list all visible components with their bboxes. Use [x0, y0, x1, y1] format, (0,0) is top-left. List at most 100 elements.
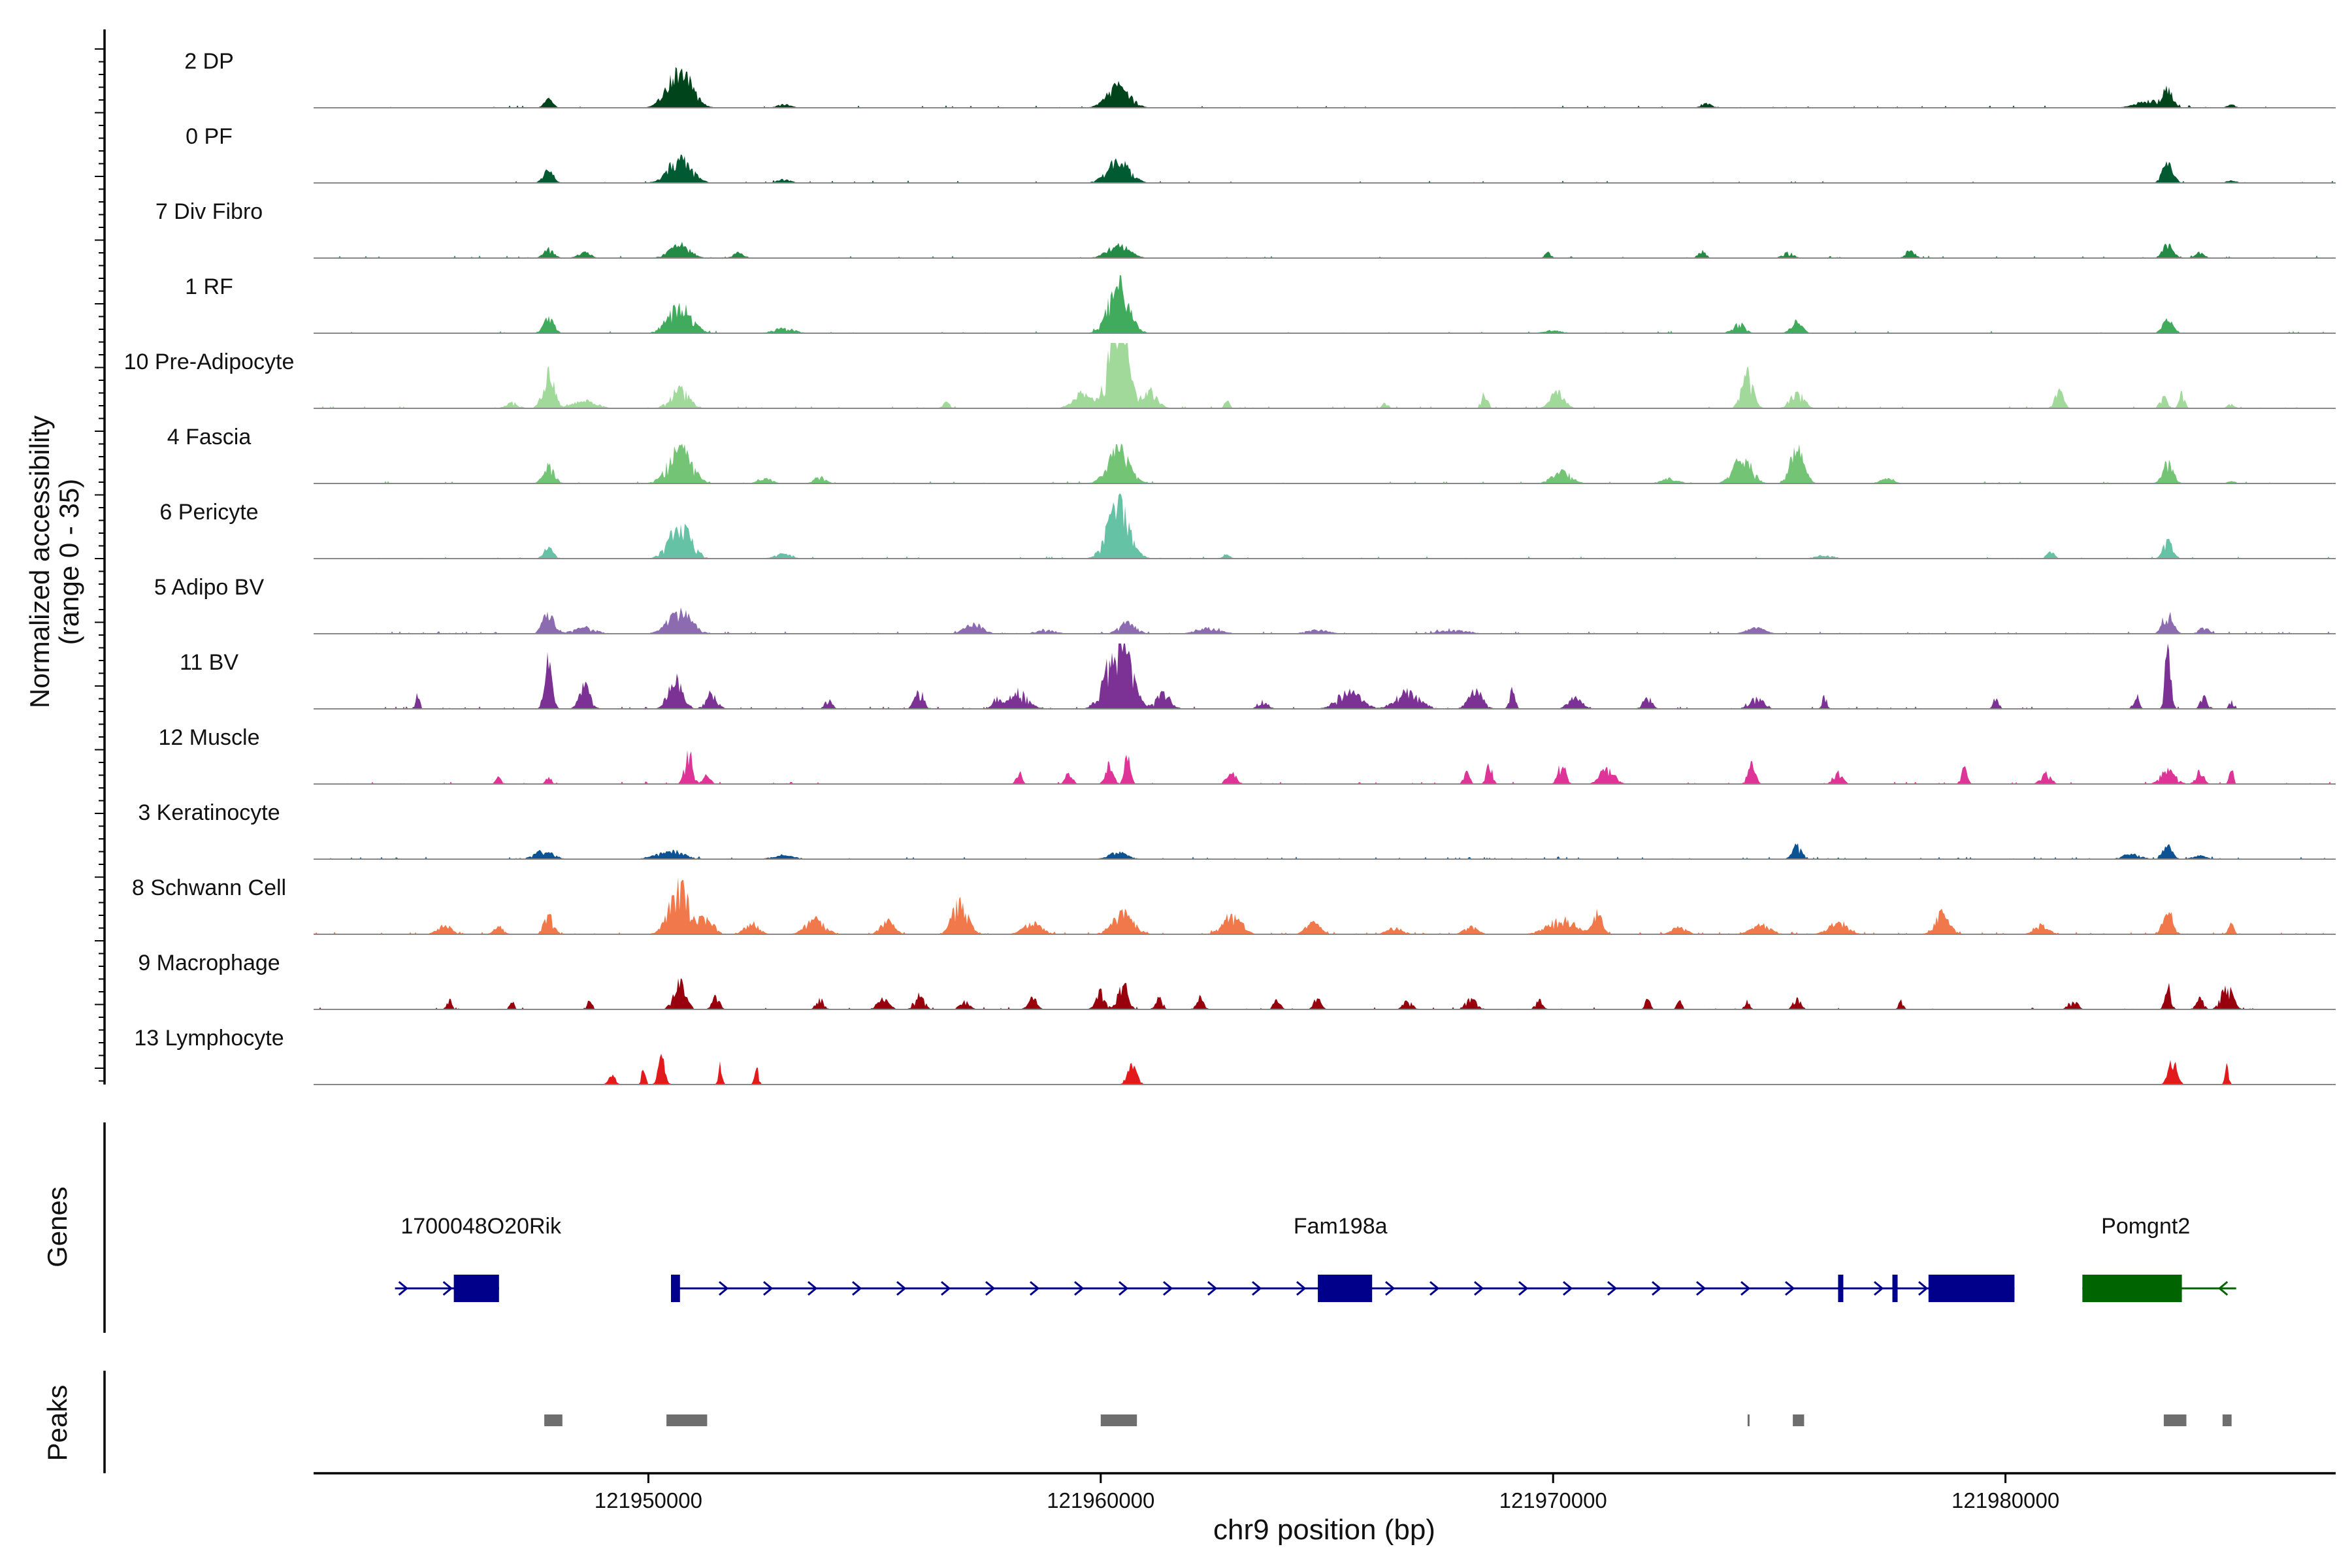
strand-arrow: [1074, 1281, 1085, 1296]
strand-arrow: [1252, 1281, 1262, 1296]
exon-block: [1928, 1275, 2015, 1302]
strand-arrow: [985, 1281, 996, 1296]
track-12-muscle: 12 Muscle: [159, 725, 2336, 785]
strand-arrow: [852, 1281, 862, 1296]
gene-fam198a: Fam198a: [671, 1214, 2015, 1302]
exon-block: [1838, 1275, 1844, 1302]
coverage-area: [314, 154, 2336, 183]
peaks-panel-label: Peaks: [42, 1385, 73, 1462]
strand-arrow: [1119, 1281, 1129, 1296]
track-0-pf: 0 PF: [186, 124, 2336, 184]
track-label: 6 Pericyte: [159, 500, 258, 525]
coverage-area: [314, 750, 2336, 784]
peak-region: [2222, 1414, 2232, 1426]
strand-arrow: [1385, 1281, 1396, 1296]
peak-region: [2163, 1414, 2187, 1426]
gene-track: 1700048O20Rik Fam198a Pomgnt2: [395, 1214, 2236, 1302]
coverage-area: [314, 444, 2336, 483]
x-axis-ticks: 121950000 121960000 121970000 121980000: [595, 1473, 2059, 1512]
strand-arrow: [1296, 1281, 1307, 1296]
track-label: 10 Pre-Adipocyte: [124, 350, 295, 374]
x-axis-label: chr9 position (bp): [1213, 1514, 1435, 1546]
track-7-div-fibro: 7 Div Fibro: [155, 199, 2336, 259]
track-4-fascia: 4 Fascia: [167, 425, 2336, 484]
strand-arrow: [1030, 1281, 1040, 1296]
track-9-macrophage: 9 Macrophage: [138, 951, 2336, 1010]
track-label: 11 BV: [180, 650, 238, 675]
strand-arrow: [763, 1281, 774, 1296]
coverage-area: [314, 274, 2336, 333]
track-13-lymphocyte: 13 Lymphocyte: [134, 1026, 2336, 1085]
exon-block: [671, 1275, 680, 1302]
strand-arrow: [1607, 1281, 1618, 1296]
coverage-area: [314, 877, 2336, 934]
track-label: 4 Fascia: [167, 425, 252, 449]
gene-label: 1700048O20Rik: [400, 1214, 562, 1239]
x-tick-label: 121960000: [1047, 1488, 1154, 1512]
exon-block: [2082, 1275, 2182, 1302]
coverage-area: [314, 1053, 2336, 1085]
genes-panel-label: Genes: [42, 1186, 73, 1267]
track-label: 7 Div Fibro: [155, 199, 263, 224]
strand-arrow: [1207, 1281, 1218, 1296]
track-3-keratinocyte: 3 Keratinocyte: [138, 800, 2336, 860]
x-tick-label: 121980000: [1952, 1488, 2059, 1512]
strand-arrow: [1652, 1281, 1662, 1296]
track-label: 8 Schwann Cell: [132, 875, 286, 900]
track-label: 5 Adipo BV: [154, 575, 265, 600]
track-2-dp: 2 DP: [184, 49, 2336, 108]
coverage-area: [314, 67, 2336, 108]
strand-arrow: [1918, 1281, 1929, 1296]
coverage-area: [314, 644, 2336, 709]
track-11-bv: 11 BV: [180, 644, 2336, 710]
gene-label: Fam198a: [1294, 1214, 1388, 1239]
gene-1700048o20rik: 1700048O20Rik: [395, 1214, 562, 1302]
strand-arrow: [442, 1281, 453, 1296]
coverage-tracks: 2 DP 0 PF 7 Div Fibro 1 RF 10 Pre-Adipocyte 4…: [124, 49, 2336, 1085]
track-label: 13 Lymphocyte: [134, 1026, 284, 1051]
coverage-area: [314, 843, 2336, 859]
coverage-area: [314, 607, 2336, 634]
strand-arrow: [896, 1281, 907, 1296]
strand-arrow: [2217, 1281, 2229, 1296]
strand-arrow: [1474, 1281, 1484, 1296]
track-6-pericyte: 6 Pericyte: [159, 493, 2336, 559]
track-5-adipo-bv: 5 Adipo BV: [154, 575, 2336, 634]
coverage-area: [314, 493, 2336, 559]
track-10-pre-adipocyte: 10 Pre-Adipocyte: [124, 343, 2336, 409]
track-label: 3 Keratinocyte: [138, 800, 280, 825]
strand-arrow: [398, 1281, 408, 1296]
strand-arrow: [808, 1281, 818, 1296]
peak-region: [1747, 1414, 1750, 1426]
peak-region: [1793, 1414, 1805, 1426]
strand-arrow: [941, 1281, 951, 1296]
strand-arrow: [1518, 1281, 1529, 1296]
peak-track: [544, 1414, 2232, 1426]
gene-label: Pomgnt2: [2101, 1214, 2190, 1239]
gene-pomgnt2: Pomgnt2: [2082, 1214, 2236, 1302]
strand-arrow: [1785, 1281, 1795, 1296]
exon-block: [453, 1275, 499, 1302]
track-label: 1 RF: [185, 274, 233, 299]
coverage-area: [314, 242, 2336, 258]
x-tick-label: 121950000: [595, 1488, 702, 1512]
track-1-rf: 1 RF: [185, 274, 2336, 334]
coverage-y-label: Normalized accessibility: [24, 416, 55, 708]
strand-arrow: [1740, 1281, 1751, 1296]
peak-region: [544, 1414, 563, 1426]
strand-arrow: [1563, 1281, 1573, 1296]
peak-region: [1100, 1414, 1137, 1426]
coverage-area: [314, 343, 2336, 408]
track-label: 0 PF: [186, 124, 233, 149]
strand-arrow: [719, 1281, 729, 1296]
coverage-y-ticks: [95, 48, 105, 1082]
strand-arrow: [1874, 1281, 1884, 1296]
coverage-y-label-range: (range 0 - 35): [54, 479, 84, 645]
track-label: 2 DP: [184, 49, 234, 74]
exon-block: [1892, 1275, 1898, 1302]
strand-arrow: [1429, 1281, 1440, 1296]
strand-arrow: [1163, 1281, 1173, 1296]
track-label: 9 Macrophage: [138, 951, 280, 975]
x-tick-label: 121970000: [1499, 1488, 1607, 1512]
